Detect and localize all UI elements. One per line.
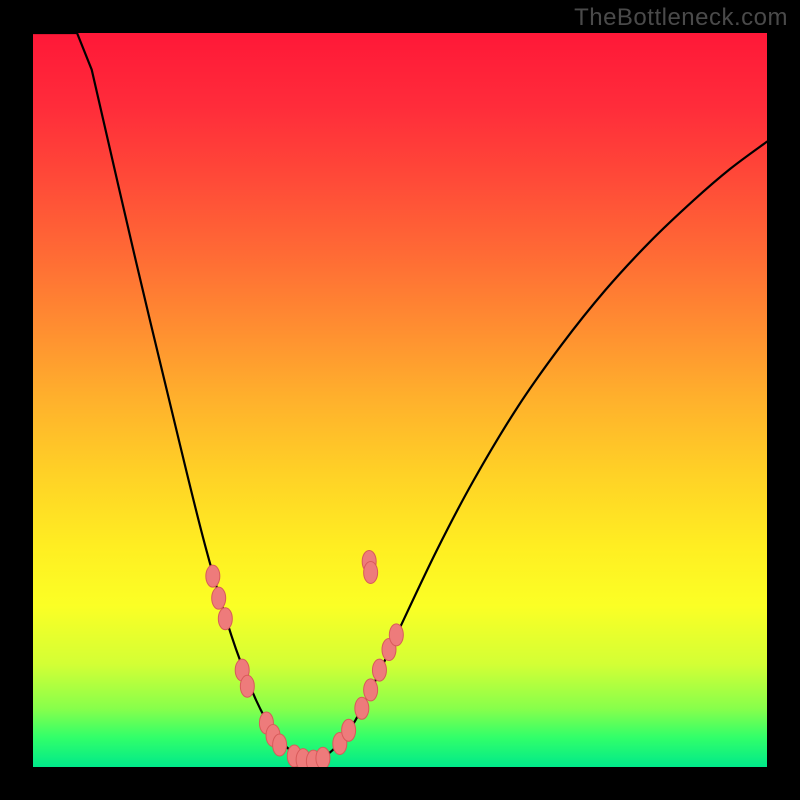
data-marker	[355, 697, 369, 719]
data-marker	[218, 608, 232, 630]
gradient-background	[33, 33, 767, 767]
bottleneck-chart	[33, 33, 767, 767]
data-marker	[389, 624, 403, 646]
data-marker	[364, 561, 378, 583]
plot-area	[33, 33, 767, 767]
watermark-text: TheBottleneck.com	[574, 4, 788, 32]
chart-frame: TheBottleneck.com	[0, 0, 800, 800]
data-marker	[316, 747, 330, 767]
data-marker	[372, 659, 386, 681]
data-marker	[212, 587, 226, 609]
data-marker	[342, 719, 356, 741]
data-marker	[364, 679, 378, 701]
data-marker	[273, 734, 287, 756]
data-marker	[240, 675, 254, 697]
data-marker	[206, 565, 220, 587]
